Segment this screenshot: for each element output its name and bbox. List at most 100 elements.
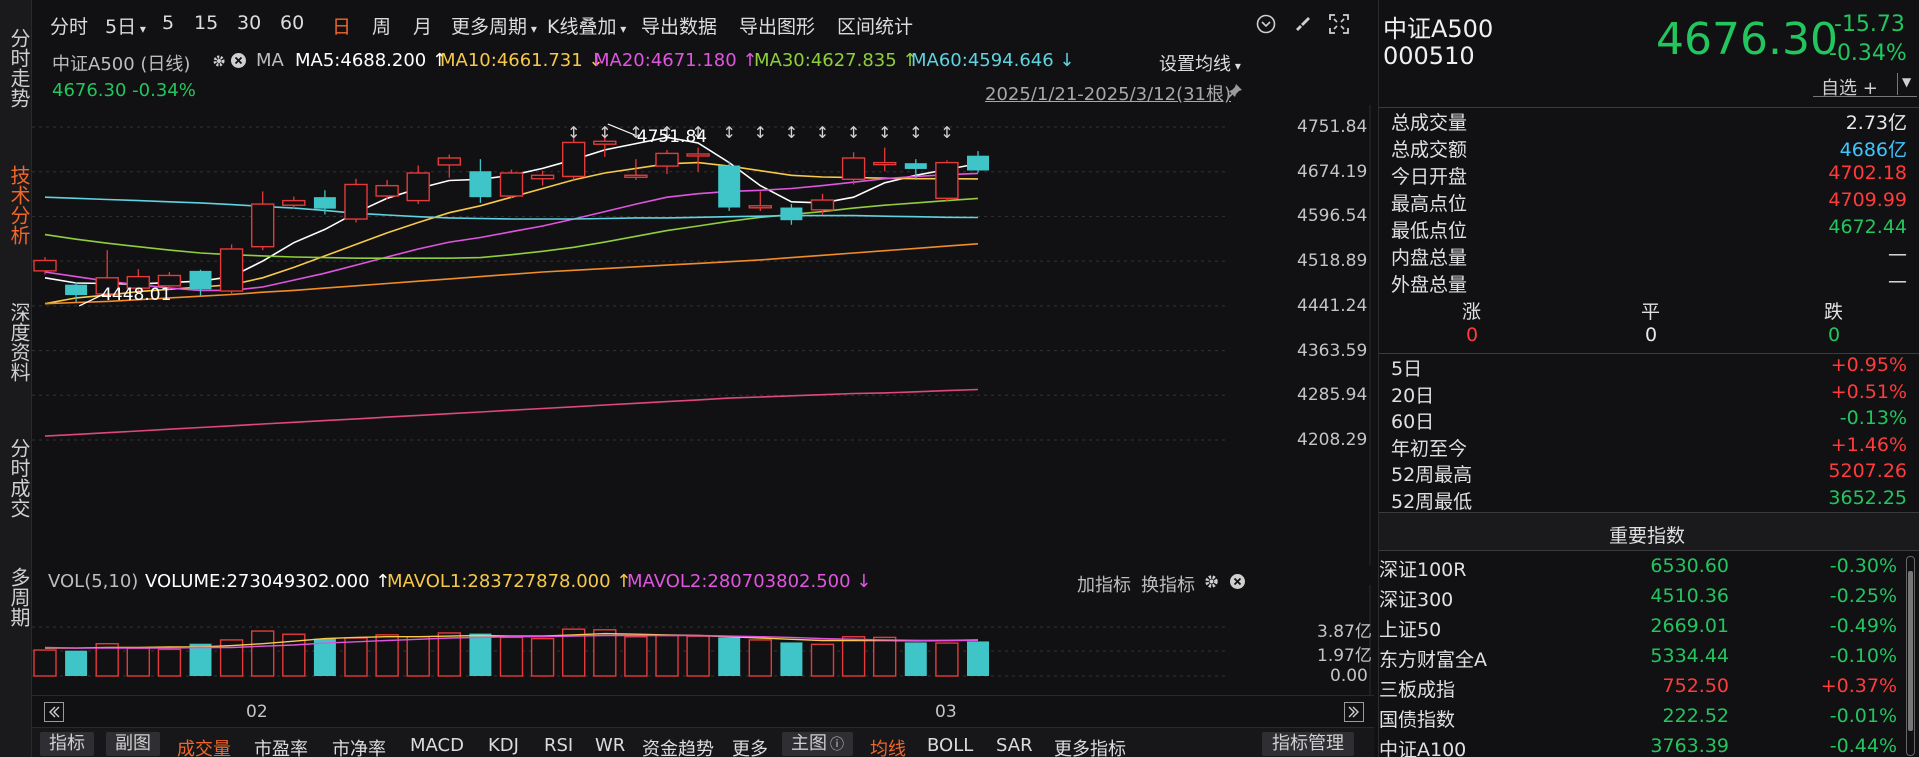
tab-15min[interactable]: 15 — [194, 12, 219, 34]
last-price-line: 4676.30 -0.34% — [52, 80, 196, 101]
tab-month[interactable]: 月 — [413, 16, 433, 38]
kline-overlay-dropdown[interactable]: K线叠加 ▾ — [547, 16, 627, 38]
chevron-down-icon[interactable]: ▼ — [1902, 75, 1912, 89]
add-watchlist-button[interactable]: 自选 + — [1821, 78, 1878, 99]
scrollbar[interactable] — [1906, 556, 1915, 756]
chevron-down-icon: ▾ — [527, 22, 537, 36]
candle-body — [375, 184, 399, 197]
tab-timeshare[interactable]: 分时 — [50, 16, 89, 38]
tab-60min[interactable]: 60 — [280, 12, 305, 34]
close-circle-icon[interactable] — [1229, 573, 1246, 590]
pin-icon[interactable] — [1226, 82, 1244, 100]
sar-overlay[interactable]: SAR — [996, 735, 1033, 756]
nav-tab-timeshare[interactable]: 分时走势 — [7, 28, 31, 108]
index-name: 上证50 — [1379, 619, 1442, 641]
brush-icon[interactable] — [1292, 13, 1312, 33]
fullscreen-icon[interactable] — [1328, 13, 1350, 35]
indicator-manage-button[interactable]: 指标管理 — [1262, 732, 1354, 756]
event-marker: ↕ — [691, 123, 704, 142]
y-tick-label: 4674.19 — [1297, 161, 1368, 182]
index-row[interactable]: 三板成指 752.50 +0.37% — [1379, 675, 1903, 703]
swap-indicator-button[interactable]: 换指标 — [1141, 575, 1195, 596]
tab-week[interactable]: 周 — [372, 16, 392, 38]
date-range-label[interactable]: 2025/1/21-2025/3/12(31根) — [985, 84, 1232, 105]
volume-bar — [935, 642, 959, 677]
vol-tick-label: 0.00 — [1330, 666, 1368, 686]
tab-5min[interactable]: 5 — [162, 12, 175, 34]
main-chart-tab[interactable]: 主图 ⓘ — [782, 732, 853, 756]
volume-bar — [904, 642, 927, 676]
mavol-line — [44, 634, 979, 649]
candle-body — [935, 161, 959, 200]
pe-indicator[interactable]: 市盈率 — [254, 739, 308, 757]
watchlist-dropdown[interactable]: 自选 + ▼ — [1813, 73, 1917, 99]
range-stats-button[interactable]: 区间统计 — [837, 16, 914, 38]
period-value: 5207.26 — [1828, 460, 1907, 482]
stat-label: 今日开盘 — [1391, 166, 1468, 188]
index-change: -0.49% — [1829, 615, 1897, 637]
index-row[interactable]: 中证A100 3763.39 -0.44% — [1379, 735, 1903, 757]
indicator-bar: 指标 副图 成交量 市盈率 市净率 MACD KDJ RSI WR 资金趋势 更… — [32, 727, 1374, 757]
index-row[interactable]: 国债指数 222.52 -0.01% — [1379, 705, 1903, 733]
index-row[interactable]: 东方财富全A 5334.44 -0.10% — [1379, 645, 1903, 673]
close-circle-icon[interactable] — [230, 52, 247, 69]
tab-day[interactable]: 日 — [332, 16, 352, 38]
ma-line — [44, 197, 979, 259]
scroll-right-icon[interactable] — [1344, 702, 1364, 722]
add-indicator-button[interactable]: 加指标 — [1077, 575, 1131, 596]
volume-bar — [375, 634, 399, 677]
candle-body — [65, 284, 88, 296]
last-price: 4676.30 — [1656, 14, 1838, 65]
stat-value: 4709.99 — [1828, 189, 1907, 211]
ma-settings-dropdown[interactable]: 设置均线 ▾ — [1159, 54, 1241, 75]
export-graphic-button[interactable]: 导出图形 — [739, 16, 816, 38]
gear-icon[interactable] — [1203, 573, 1220, 590]
pb-indicator[interactable]: 市净率 — [332, 739, 386, 757]
rsi-indicator[interactable]: RSI — [544, 735, 574, 756]
chart-title: 中证A500 (日线) — [52, 54, 191, 75]
candle-body — [686, 153, 710, 157]
nav-tab-depth[interactable]: 深度资料 — [7, 302, 31, 382]
scroll-left-icon[interactable] — [44, 702, 64, 722]
index-row[interactable]: 深证300 4510.36 -0.25% — [1379, 585, 1903, 613]
period-label: 5日 — [1391, 358, 1423, 380]
stat-label: 最高点位 — [1391, 193, 1468, 215]
scrollbar-thumb[interactable] — [1908, 571, 1913, 731]
indices-title: 重要指数 — [1609, 525, 1686, 547]
volume-indicator[interactable]: 成交量 — [177, 739, 231, 757]
ma10-value: MA10:4661.731 ↓ — [440, 50, 604, 71]
x-tick-feb: 02 — [246, 702, 268, 722]
fund-trend-indicator[interactable]: 资金趋势 — [642, 739, 714, 757]
export-data-button[interactable]: 导出数据 — [641, 16, 718, 38]
indicator-tab[interactable]: 指标 — [40, 732, 94, 756]
volume-bar — [65, 650, 88, 676]
index-price: 222.52 — [1662, 705, 1729, 727]
boll-overlay[interactable]: BOLL — [927, 735, 974, 756]
volume-bar — [157, 648, 182, 677]
nav-tab-technical[interactable]: 技术分析 — [7, 165, 31, 245]
wr-indicator[interactable]: WR — [595, 735, 626, 756]
tab-5day[interactable]: 5日 ▾ — [105, 16, 146, 38]
subchart-tab[interactable]: 副图 — [106, 732, 160, 756]
nav-tab-multiperiod[interactable]: 多周期 — [7, 566, 31, 627]
candle-body — [530, 174, 555, 180]
ma30-value: MA30:4627.835 ↑ — [754, 50, 918, 71]
index-row[interactable]: 深证100R 6530.60 -0.30% — [1379, 555, 1903, 583]
gear-icon[interactable] — [211, 53, 227, 69]
more-indicators[interactable]: 更多 — [732, 739, 768, 757]
tab-30min[interactable]: 30 — [237, 12, 262, 34]
volume-chart[interactable] — [32, 585, 1372, 695]
kdj-indicator[interactable]: KDJ — [488, 735, 519, 756]
collapse-circle-icon[interactable] — [1256, 14, 1276, 34]
more-periods-dropdown[interactable]: 更多周期 ▾ — [451, 16, 537, 38]
ma-overlay[interactable]: 均线 — [870, 739, 906, 757]
nav-tab-ticks[interactable]: 分时成交 — [7, 438, 31, 518]
macd-indicator[interactable]: MACD — [410, 735, 464, 756]
candle-body — [469, 171, 492, 198]
index-row[interactable]: 上证50 2669.01 -0.49% — [1379, 615, 1903, 643]
y-tick-label: 4285.94 — [1297, 385, 1368, 406]
more-overlays[interactable]: 更多指标 — [1054, 739, 1126, 757]
volume-bar — [748, 639, 772, 677]
chevron-down-icon: ▾ — [136, 22, 146, 36]
